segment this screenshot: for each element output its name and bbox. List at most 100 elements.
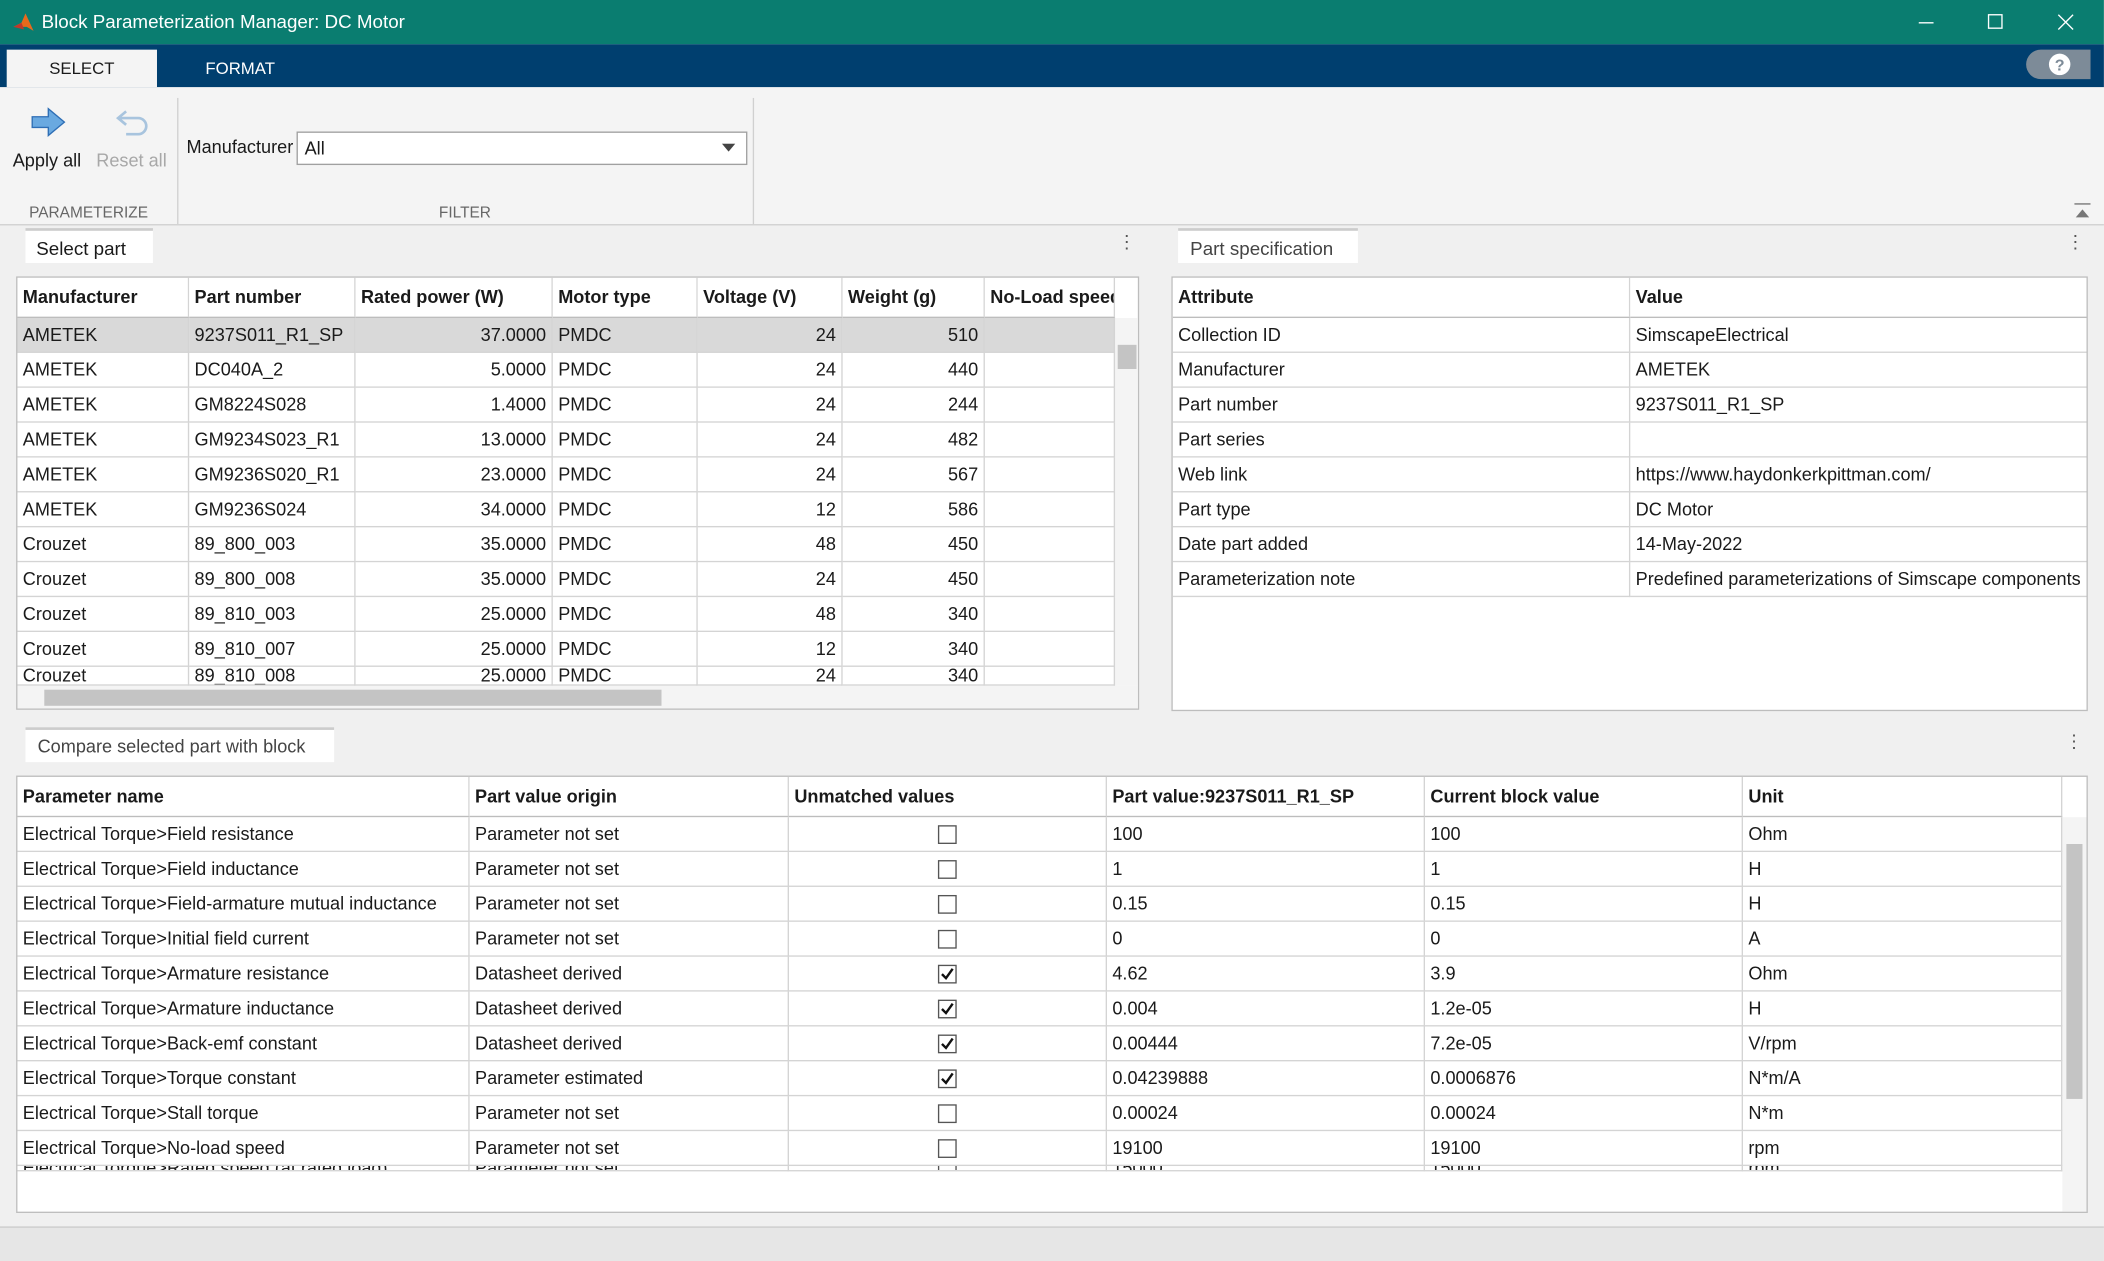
table-cell: Parameter not set: [470, 1166, 789, 1171]
panel-tab[interactable]: Part specification: [1178, 228, 1358, 263]
checkbox[interactable]: [938, 1166, 957, 1171]
table-cell: 340: [843, 667, 985, 686]
table-cell: PMDC: [553, 492, 698, 527]
table-cell: 23.0000: [356, 458, 553, 493]
table-cell: Electrical Torque>Rated speed (at rated …: [17, 1166, 469, 1171]
table-cell: PMDC: [553, 458, 698, 493]
manufacturer-dropdown[interactable]: All: [297, 131, 748, 165]
select-part-table[interactable]: ManufacturerPart numberRated power (W)Mo…: [16, 276, 1139, 709]
panel-menu[interactable]: ⋮: [1118, 232, 1136, 253]
tab[interactable]: SELECT: [7, 50, 157, 88]
table-cell: Electrical Torque>Field resistance: [17, 817, 469, 852]
column-header: Attribute: [1173, 278, 1631, 318]
panel-menu[interactable]: ⋮: [2065, 731, 2083, 752]
table-cell: Crouzet: [17, 527, 189, 562]
table-cell: GM9236S024: [189, 492, 355, 527]
table-cell: Parameter estimated: [470, 1061, 789, 1096]
table-cell: 5.0000: [356, 353, 553, 388]
window-controls[interactable]: [1905, 8, 2093, 38]
table-cell: H: [1743, 852, 2062, 887]
table-cell: 586: [843, 492, 985, 527]
table-cell: [789, 852, 1107, 887]
table-cell: [985, 492, 1115, 527]
table-cell: Datasheet derived: [470, 992, 789, 1027]
checkbox[interactable]: [938, 929, 957, 948]
reset-all-button[interactable]: Reset all: [91, 150, 172, 170]
column-header: Current block value: [1425, 777, 1743, 817]
vertical-scrollbar[interactable]: [1115, 318, 1139, 686]
horizontal-scrollbar[interactable]: [17, 686, 1139, 710]
table-cell: AMETEK: [1630, 353, 2088, 388]
checkbox[interactable]: [938, 1139, 957, 1158]
help-button[interactable]: ?: [2026, 50, 2090, 80]
table-cell: [985, 527, 1115, 562]
checkbox[interactable]: [938, 1034, 957, 1053]
table-cell: H: [1743, 887, 2062, 922]
table-cell: 24: [698, 667, 843, 686]
table-cell: 482: [843, 423, 985, 458]
table-cell: 100: [1425, 817, 1743, 852]
table-cell: PMDC: [553, 667, 698, 686]
table-cell: A: [1743, 922, 2062, 957]
separator: [753, 98, 754, 224]
table-cell: 25.0000: [356, 667, 553, 686]
apply-all-button[interactable]: Apply all: [7, 150, 88, 170]
checkbox[interactable]: [938, 1104, 957, 1123]
table-cell: 1.4000: [356, 388, 553, 423]
dropdown-value: All: [305, 138, 325, 158]
tab[interactable]: FORMAT: [174, 50, 305, 88]
checkbox[interactable]: [938, 999, 957, 1018]
checkbox[interactable]: [938, 964, 957, 983]
table-cell: Datasheet derived: [470, 1026, 789, 1061]
table-cell: 0.15: [1425, 887, 1743, 922]
table-cell: [789, 1131, 1107, 1166]
table-cell: 3.9: [1425, 957, 1743, 992]
table-cell: 7.2e-05: [1425, 1026, 1743, 1061]
checkbox[interactable]: [938, 894, 957, 913]
table-cell: 567: [843, 458, 985, 493]
column-header: Part value origin: [470, 777, 789, 817]
table-cell: 25.0000: [356, 597, 553, 632]
table-cell: Electrical Torque>Initial field current: [17, 922, 469, 957]
panel-tab[interactable]: Select part: [25, 228, 152, 263]
table-cell: [789, 1166, 1107, 1171]
table-cell: Datasheet derived: [470, 957, 789, 992]
table-cell: [789, 1061, 1107, 1096]
compare-table[interactable]: Parameter namePart value originUnmatched…: [16, 776, 2088, 1213]
table-cell: AMETEK: [17, 353, 189, 388]
table-cell: GM8224S028: [189, 388, 355, 423]
table-cell: 24: [698, 353, 843, 388]
column-header: Manufacturer: [17, 278, 189, 318]
reset-icon: [115, 106, 150, 138]
table-cell: [789, 1096, 1107, 1131]
panel-menu[interactable]: ⋮: [2066, 232, 2084, 253]
table-cell: AMETEK: [17, 423, 189, 458]
table-cell: 14-May-2022: [1630, 527, 2088, 562]
vertical-scrollbar[interactable]: [2062, 817, 2086, 1211]
table-cell: [789, 992, 1107, 1027]
collapse-toolbar[interactable]: [2073, 203, 2092, 219]
column-header: Weight (g): [843, 278, 985, 318]
window-title: Block Parameterization Manager: DC Motor: [42, 11, 405, 32]
table-cell: 100: [1107, 817, 1425, 852]
table-cell: Parameter not set: [470, 922, 789, 957]
table-cell: Electrical Torque>No-load speed: [17, 1131, 469, 1166]
table-cell: Ohm: [1743, 817, 2062, 852]
table-cell: rpm: [1743, 1166, 2062, 1171]
table-cell: 0: [1425, 922, 1743, 957]
table-cell: V/rpm: [1743, 1026, 2062, 1061]
table-cell: [789, 957, 1107, 992]
table-cell: https://www.haydonkerkpittman.com/: [1630, 458, 2088, 493]
table-cell: 450: [843, 527, 985, 562]
column-header: Voltage (V): [698, 278, 843, 318]
table-cell: 34.0000: [356, 492, 553, 527]
checkbox[interactable]: [938, 859, 957, 878]
checkbox[interactable]: [938, 1069, 957, 1088]
table-cell: Crouzet: [17, 562, 189, 597]
table-cell: Manufacturer: [1173, 353, 1631, 388]
table-cell: [1630, 423, 2088, 458]
table-cell: 13.0000: [356, 423, 553, 458]
checkbox[interactable]: [938, 825, 957, 844]
panel-tab[interactable]: Compare selected part with block: [25, 727, 334, 762]
table-cell: 24: [698, 388, 843, 423]
